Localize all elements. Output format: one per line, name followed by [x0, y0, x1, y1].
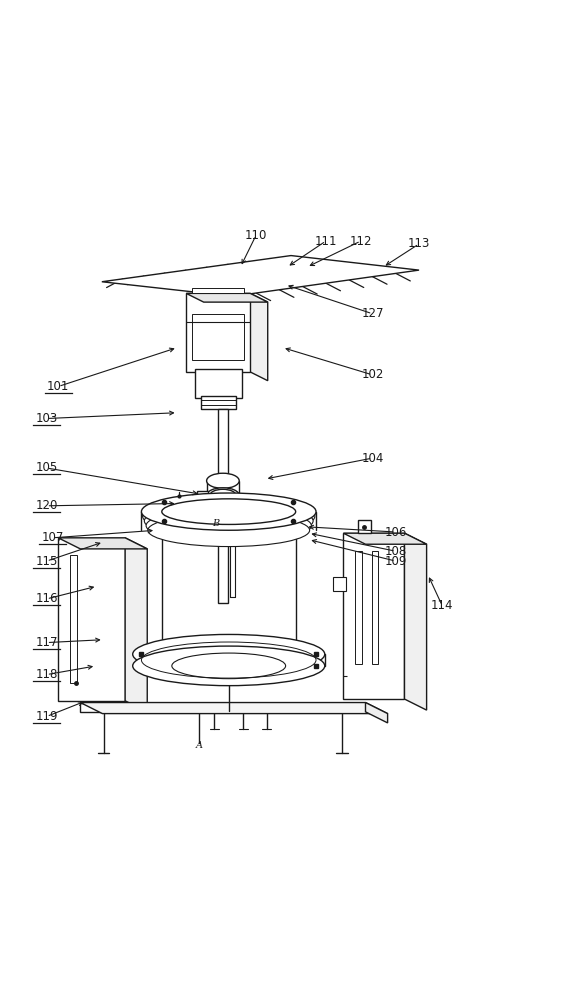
Bar: [186, 293, 250, 372]
Text: 108: 108: [385, 545, 407, 558]
Ellipse shape: [207, 488, 239, 503]
Text: 111: 111: [315, 235, 337, 248]
Text: 113: 113: [408, 237, 430, 250]
Text: 117: 117: [36, 636, 58, 649]
Polygon shape: [125, 538, 147, 712]
Ellipse shape: [207, 473, 239, 488]
Bar: [195, 369, 242, 398]
Text: 118: 118: [36, 668, 58, 681]
Text: B: B: [212, 519, 219, 528]
Bar: [218, 513, 228, 603]
Ellipse shape: [172, 653, 286, 679]
Ellipse shape: [133, 634, 325, 674]
Bar: [358, 520, 371, 533]
Bar: [333, 577, 346, 591]
Polygon shape: [365, 703, 388, 723]
Polygon shape: [404, 533, 427, 710]
Text: 109: 109: [385, 555, 407, 568]
Text: 110: 110: [245, 229, 267, 242]
Polygon shape: [186, 293, 268, 302]
Bar: [218, 409, 228, 483]
Text: 105: 105: [36, 461, 58, 474]
Ellipse shape: [146, 509, 311, 542]
Text: 127: 127: [361, 307, 384, 320]
Polygon shape: [58, 538, 147, 549]
Ellipse shape: [162, 499, 296, 524]
Bar: [201, 396, 236, 409]
Ellipse shape: [210, 507, 236, 519]
Polygon shape: [343, 533, 427, 544]
Ellipse shape: [148, 514, 310, 547]
Bar: [372, 551, 378, 664]
Bar: [192, 314, 244, 360]
Text: 112: 112: [350, 235, 372, 248]
Bar: [207, 481, 239, 495]
Polygon shape: [250, 293, 268, 381]
Text: 106: 106: [385, 526, 407, 539]
Text: A: A: [196, 741, 203, 750]
Text: 115: 115: [36, 555, 58, 568]
Text: 101: 101: [47, 380, 69, 393]
Text: 102: 102: [361, 368, 384, 381]
Bar: [192, 288, 244, 293]
Ellipse shape: [144, 503, 313, 538]
Text: 116: 116: [36, 592, 58, 605]
Text: 104: 104: [361, 452, 384, 465]
Text: 107: 107: [41, 531, 63, 544]
Bar: [197, 491, 208, 501]
Ellipse shape: [141, 493, 316, 530]
Text: 114: 114: [431, 599, 453, 612]
Polygon shape: [80, 703, 388, 714]
Bar: [210, 495, 236, 513]
Bar: [355, 551, 362, 664]
Ellipse shape: [143, 498, 315, 534]
Bar: [70, 555, 77, 683]
Bar: [80, 703, 365, 712]
Ellipse shape: [133, 646, 325, 686]
Text: 119: 119: [36, 710, 58, 723]
Bar: [343, 533, 404, 699]
Ellipse shape: [210, 489, 236, 501]
Bar: [58, 538, 125, 701]
Polygon shape: [102, 256, 419, 296]
Text: 103: 103: [36, 412, 58, 425]
Text: 120: 120: [36, 499, 58, 512]
